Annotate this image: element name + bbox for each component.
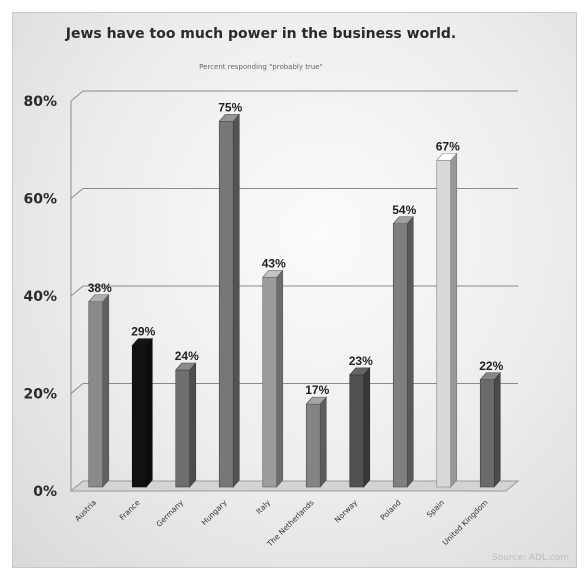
data-label: 23% — [349, 354, 373, 368]
data-label: 54% — [392, 203, 416, 217]
bar — [88, 293, 110, 488]
data-label: 22% — [479, 359, 503, 373]
x-tick-label: France — [118, 498, 142, 522]
y-tick-label: 80% — [23, 94, 57, 110]
bar — [305, 396, 327, 488]
bar — [218, 113, 240, 488]
x-tick-label: The Netherlands — [265, 498, 316, 549]
x-tick-label: Germany — [154, 498, 185, 529]
bar — [436, 152, 458, 488]
y-tick-label: 0% — [33, 484, 57, 500]
chart-title: Jews have too much power in the business… — [65, 26, 456, 42]
chart-frame: Jews have too much power in the business… — [12, 12, 577, 568]
bar — [262, 269, 284, 488]
data-label: 17% — [305, 383, 329, 397]
x-tick-label: Hungary — [200, 498, 229, 527]
bar — [349, 367, 371, 488]
gridline-depth — [70, 188, 84, 199]
data-label: 38% — [88, 281, 112, 295]
bar-chart: Jews have too much power in the business… — [23, 26, 569, 563]
y-tick-label: 40% — [23, 289, 57, 305]
x-tick-label: Spain — [425, 498, 446, 519]
gridline-depth — [70, 285, 84, 297]
data-label: 24% — [175, 349, 199, 363]
gridline-depth — [70, 383, 84, 394]
bar — [392, 215, 414, 488]
data-label: 43% — [262, 256, 286, 270]
data-label: 67% — [436, 139, 460, 153]
chart-subtitle: Percent responding "probably true" — [199, 63, 323, 71]
data-label: 29% — [131, 325, 155, 339]
y-tick-label: 60% — [23, 192, 57, 208]
x-tick-label: Austria — [73, 498, 98, 523]
bar — [175, 362, 197, 488]
y-tick-label: 20% — [23, 387, 57, 403]
x-tick-label: Poland — [379, 498, 403, 522]
source-note: Source: ADL.com — [492, 553, 569, 563]
x-tick-label: Italy — [254, 498, 272, 516]
gridline-depth — [70, 90, 84, 102]
data-label: 75% — [218, 100, 242, 114]
bar — [131, 337, 153, 488]
x-tick-label: Norway — [333, 498, 360, 525]
x-tick-label: United Kingdom — [441, 498, 490, 547]
bar — [479, 371, 501, 488]
